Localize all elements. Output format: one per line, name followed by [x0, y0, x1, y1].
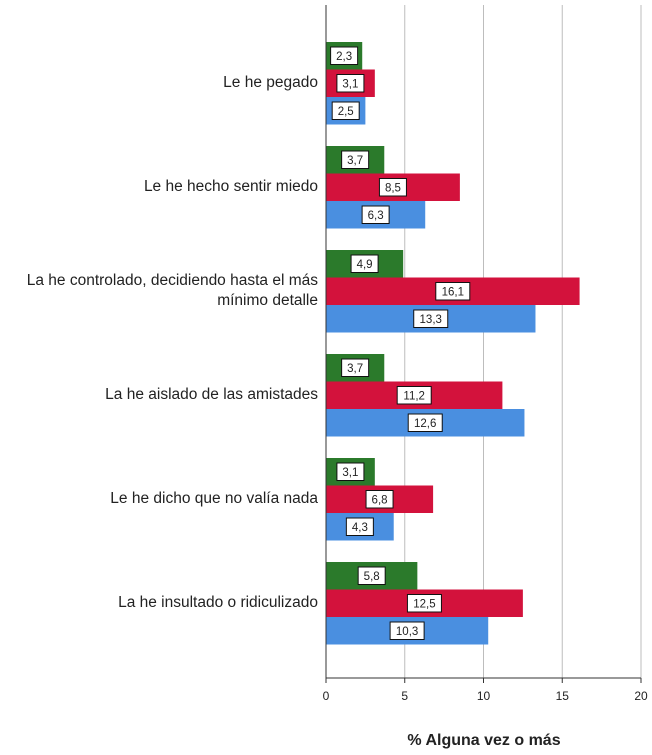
data-label: 3,1: [342, 78, 358, 90]
data-label: 4,3: [352, 522, 368, 534]
category-label: Le he dicho que no valía nada: [110, 490, 318, 508]
data-label-box: [336, 74, 365, 93]
data-label-box: [413, 309, 449, 328]
category-label: Le he pegado: [223, 74, 318, 92]
x-tick-label: 15: [556, 689, 570, 703]
data-label: 3,7: [347, 363, 363, 375]
data-label: 2,5: [338, 106, 354, 118]
data-label: 2,3: [336, 51, 352, 63]
data-label: 5,8: [364, 571, 380, 583]
data-label-box: [407, 413, 443, 432]
data-label-box: [365, 490, 394, 509]
data-label-box: [435, 282, 471, 301]
data-label-box: [331, 101, 360, 120]
data-label: 3,7: [347, 155, 363, 167]
x-tick-label: 20: [634, 689, 648, 703]
data-label-box: [350, 254, 379, 273]
data-label-box: [378, 178, 407, 197]
data-label-box: [330, 46, 359, 65]
data-label-box: [357, 566, 386, 585]
data-label: 11,2: [403, 390, 425, 402]
data-label-box: [345, 517, 374, 536]
data-label: 12,5: [413, 598, 435, 610]
category-label: Le he hecho sentir miedo: [143, 178, 318, 196]
data-label-box: [389, 621, 425, 640]
data-label-box: [361, 205, 390, 224]
data-label: 6,3: [368, 210, 384, 222]
data-label: 8,5: [385, 182, 401, 194]
category-label: La he controlado, decidiendo hasta el má…: [26, 272, 318, 310]
data-label: 10,3: [396, 626, 418, 638]
data-label: 12,6: [414, 418, 436, 430]
data-label-box: [336, 462, 365, 481]
category-label: La he aislado de las amistades: [105, 386, 318, 404]
data-label: 3,1: [342, 467, 358, 479]
x-tick-label: 10: [477, 689, 491, 703]
x-tick-label: 5: [401, 689, 408, 703]
data-label: 13,3: [420, 314, 442, 326]
data-label-box: [406, 594, 442, 613]
data-label-box: [341, 358, 370, 377]
data-label: 6,8: [372, 494, 388, 506]
data-label-box: [396, 386, 432, 405]
data-label: 16,1: [442, 286, 464, 298]
x-axis-label: % Alguna vez o más: [407, 732, 560, 749]
category-label: La he insultado o ridiculizado: [118, 594, 318, 612]
x-tick-label: 0: [323, 689, 330, 703]
data-label-box: [341, 150, 370, 169]
data-label: 4,9: [357, 259, 373, 271]
